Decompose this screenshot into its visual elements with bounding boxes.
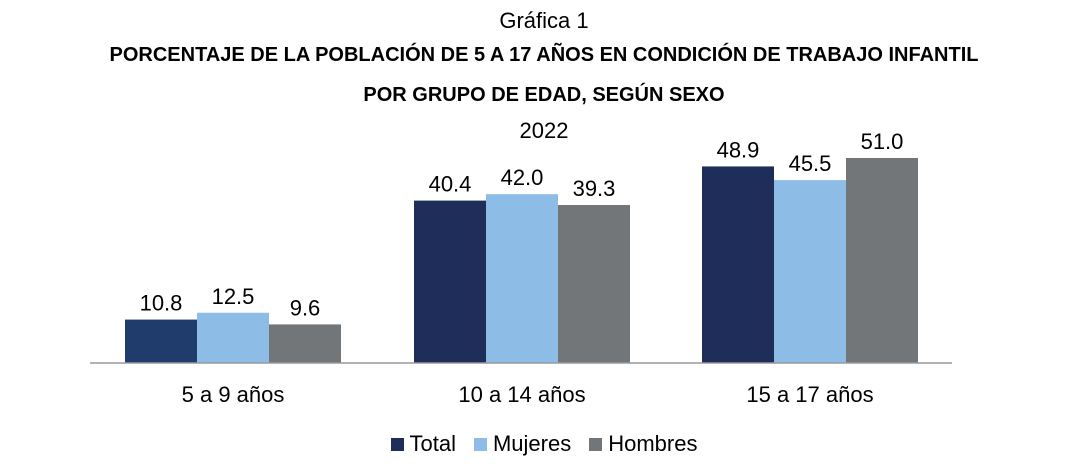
bar-hombres-2 <box>558 205 630 363</box>
category-label-3: 15 a 17 años <box>746 382 873 407</box>
bar-mujeres-3 <box>774 180 846 363</box>
legend-swatch-hombres <box>589 437 603 451</box>
chart-legend: Total Mujeres Hombres <box>0 431 1088 457</box>
category-label-1: 5 a 9 años <box>182 382 285 407</box>
data-label-total-1: 10.8 <box>140 291 183 316</box>
data-label-total-3: 48.9 <box>717 137 760 162</box>
chart-subtitle: 2022 <box>519 118 569 143</box>
bar-mujeres-1 <box>197 312 269 363</box>
legend-label-total: Total <box>409 431 456 456</box>
bar-chart: 10.8 12.5 9.6 5 a 9 años 40.4 42.0 39.3 10 a 14… <box>90 129 952 407</box>
legend-label-hombres: Hombres <box>608 431 698 456</box>
legend-swatch-mujeres <box>473 437 487 451</box>
data-label-mujeres-2: 42.0 <box>501 165 544 190</box>
chart-title-line-2: POR GRUPO DE EDAD, SEGÚN SEXO <box>363 84 725 106</box>
bar-total-2 <box>414 200 486 363</box>
data-label-total-2: 40.4 <box>429 172 472 197</box>
bar-hombres-3 <box>846 157 918 363</box>
legend-swatch-total <box>390 437 404 451</box>
data-label-mujeres-1: 12.5 <box>212 284 255 309</box>
graph-label: Gráfica 1 <box>499 8 589 33</box>
chart-title-line-1: PORCENTAJE DE LA POBLACIÓN DE 5 A 17 AÑO… <box>109 44 979 66</box>
bar-total-1 <box>125 319 197 363</box>
category-label-2: 10 a 14 años <box>458 382 585 407</box>
data-label-hombres-1: 9.6 <box>290 295 321 320</box>
legend-item-mujeres: Mujeres <box>473 431 572 457</box>
legend-item-hombres: Hombres <box>589 431 697 457</box>
bar-mujeres-2 <box>486 194 558 363</box>
legend-label-mujeres: Mujeres <box>492 431 572 456</box>
bar-total-3 <box>702 166 774 363</box>
data-label-hombres-3: 51.0 <box>861 129 904 154</box>
legend-item-total: Total <box>390 431 456 457</box>
data-label-hombres-2: 39.3 <box>573 176 616 201</box>
data-label-mujeres-3: 45.5 <box>789 151 832 176</box>
bar-hombres-1 <box>269 324 341 363</box>
